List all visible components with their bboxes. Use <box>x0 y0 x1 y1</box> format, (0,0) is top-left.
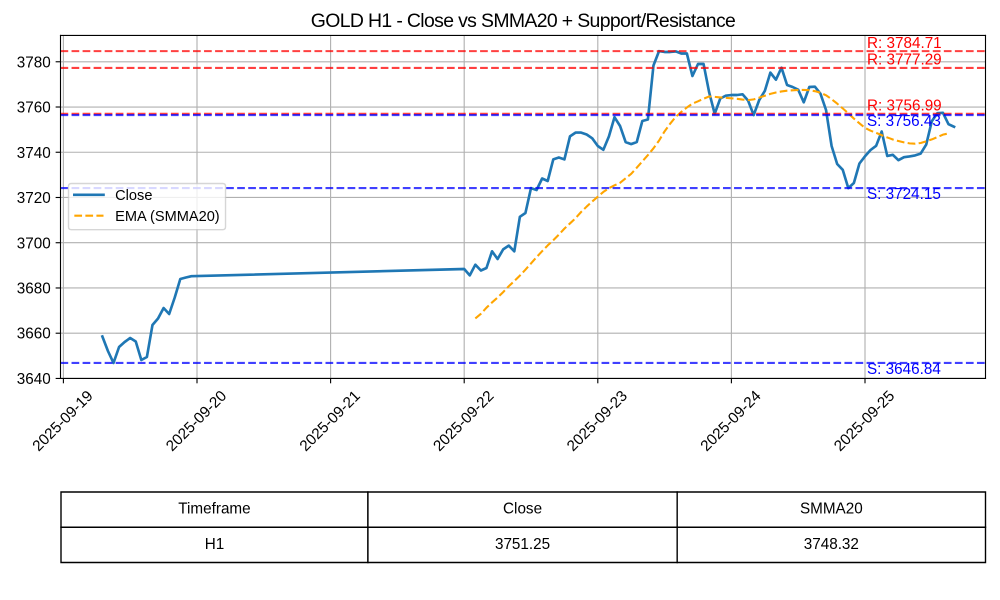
svg-text:S: 3724.15: S: 3724.15 <box>867 186 941 203</box>
svg-text:R: 3784.71: R: 3784.71 <box>867 35 942 52</box>
svg-text:GOLD H1 - Close vs SMMA20 + Su: GOLD H1 - Close vs SMMA20 + Support/Resi… <box>311 10 735 32</box>
svg-text:S: 3756.43: S: 3756.43 <box>867 113 941 130</box>
svg-text:3760: 3760 <box>17 100 51 117</box>
svg-text:R: 3777.29: R: 3777.29 <box>867 52 942 69</box>
svg-text:3700: 3700 <box>17 235 51 252</box>
svg-text:3640: 3640 <box>17 371 51 388</box>
svg-text:3751.25: 3751.25 <box>495 536 550 553</box>
svg-text:3740: 3740 <box>17 145 51 162</box>
svg-text:R: 3756.99: R: 3756.99 <box>867 98 942 115</box>
svg-text:Close: Close <box>115 188 152 204</box>
svg-text:3780: 3780 <box>17 54 51 71</box>
svg-text:3680: 3680 <box>17 281 51 298</box>
svg-text:Close: Close <box>503 501 542 518</box>
svg-text:3748.32: 3748.32 <box>804 536 859 553</box>
svg-text:3720: 3720 <box>17 190 51 207</box>
svg-text:EMA (SMMA20): EMA (SMMA20) <box>115 209 220 225</box>
svg-text:Timeframe: Timeframe <box>178 501 250 518</box>
svg-text:S: 3646.84: S: 3646.84 <box>867 361 941 378</box>
svg-text:H1: H1 <box>205 536 225 553</box>
svg-text:SMMA20: SMMA20 <box>800 501 863 518</box>
svg-text:3660: 3660 <box>17 326 51 343</box>
